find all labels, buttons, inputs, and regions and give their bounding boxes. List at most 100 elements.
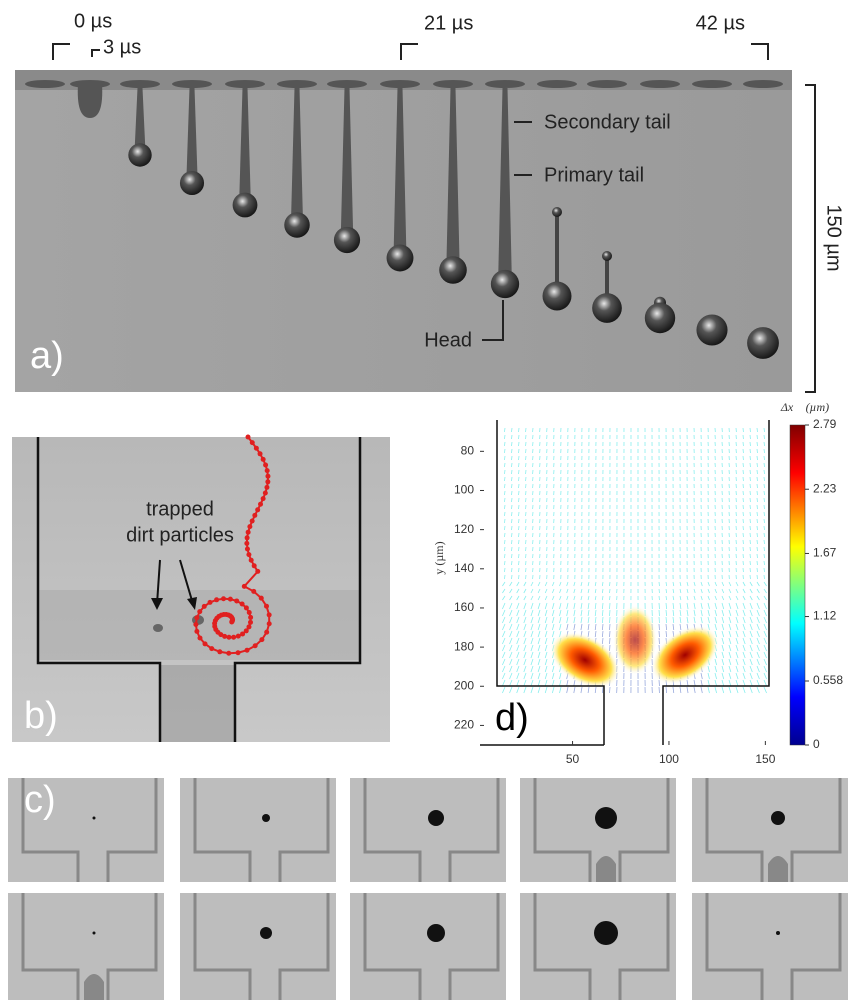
vector xyxy=(504,553,506,559)
vector xyxy=(530,637,534,645)
vector xyxy=(714,609,717,617)
vector xyxy=(756,595,760,601)
colorbar-tick-label: 0 xyxy=(813,737,820,751)
dirt xyxy=(153,624,163,632)
vector xyxy=(580,609,583,617)
vector xyxy=(700,602,703,610)
vector xyxy=(509,679,513,687)
vector xyxy=(537,658,541,666)
vector xyxy=(756,602,760,610)
vector xyxy=(679,609,682,617)
vector xyxy=(756,686,760,694)
vector xyxy=(756,637,760,645)
vector xyxy=(728,637,732,645)
vector xyxy=(721,665,725,673)
vector-field xyxy=(502,427,767,694)
vector xyxy=(714,595,717,601)
vector xyxy=(504,483,506,489)
trajectory-point xyxy=(231,634,237,640)
vector xyxy=(594,595,597,601)
vector xyxy=(700,679,703,687)
trajectory-point xyxy=(217,649,223,655)
vector xyxy=(721,630,725,638)
vector xyxy=(707,588,710,594)
vector xyxy=(516,637,520,645)
vector xyxy=(516,602,520,610)
vector xyxy=(587,616,590,624)
arrows xyxy=(156,559,194,605)
tail xyxy=(186,88,198,174)
vector xyxy=(735,581,739,587)
vector xyxy=(587,623,590,631)
trajectory-point xyxy=(194,615,200,621)
channel xyxy=(533,893,670,1000)
vector xyxy=(594,630,597,638)
panel-a: 0 µs 3 µs 21 µs 42 µs Secondary tail Pri… xyxy=(15,10,845,393)
vector xyxy=(601,623,604,631)
vector xyxy=(502,637,506,645)
vector xyxy=(566,616,569,624)
vector xyxy=(502,658,506,666)
vector xyxy=(735,630,739,638)
channel-outline xyxy=(36,437,362,742)
vector xyxy=(537,686,541,694)
vector xyxy=(504,469,506,475)
droplet xyxy=(776,931,780,935)
vector xyxy=(523,637,527,645)
tail xyxy=(393,88,407,248)
vector xyxy=(509,588,513,594)
vector xyxy=(609,602,611,610)
x-tick-label: 150 xyxy=(755,752,775,766)
vector xyxy=(601,630,604,638)
vector xyxy=(735,637,739,645)
vector xyxy=(523,581,527,587)
vector xyxy=(679,602,682,610)
vector xyxy=(559,672,562,680)
y-axis-label: y (µm) xyxy=(432,541,446,574)
vector xyxy=(763,623,767,631)
x-tick-label: 50 xyxy=(566,752,580,766)
vector xyxy=(721,679,725,687)
time-label: 3 µs xyxy=(103,36,141,58)
vector xyxy=(594,609,597,617)
panel-label: b) xyxy=(24,695,58,737)
vector xyxy=(749,581,753,587)
colorbar-tick-label: 0.558 xyxy=(813,673,843,687)
vector xyxy=(665,595,668,601)
annotation: Head xyxy=(424,329,472,351)
vector xyxy=(504,511,506,517)
vector xyxy=(551,686,555,694)
vector xyxy=(566,609,569,617)
vector xyxy=(672,588,675,594)
trajectory-point xyxy=(262,490,268,496)
trajectory-point xyxy=(255,568,261,574)
trajectory-point xyxy=(197,609,203,615)
trajectory-point xyxy=(245,434,251,440)
vector xyxy=(756,630,760,638)
vector xyxy=(601,581,604,587)
trajectory-point xyxy=(234,598,240,604)
vector xyxy=(516,616,520,624)
vector xyxy=(573,588,576,594)
vector xyxy=(721,623,725,631)
vector xyxy=(609,595,611,601)
droplet xyxy=(747,327,779,359)
vector xyxy=(509,665,513,673)
vector xyxy=(714,672,717,680)
vector xyxy=(763,574,765,580)
droplet xyxy=(595,807,617,829)
vector xyxy=(504,532,506,538)
trajectory-point xyxy=(253,445,259,451)
droplet xyxy=(594,921,618,945)
droplet xyxy=(439,256,467,284)
vector xyxy=(509,630,513,638)
vector xyxy=(763,651,767,659)
vector xyxy=(679,623,682,631)
droplet xyxy=(428,810,444,826)
vector xyxy=(573,616,576,624)
vector xyxy=(544,595,548,601)
shade xyxy=(38,590,360,660)
colorbar-tick-label: 1.67 xyxy=(813,546,837,560)
annotation: Primary tail xyxy=(544,164,644,186)
frame xyxy=(520,893,676,1000)
